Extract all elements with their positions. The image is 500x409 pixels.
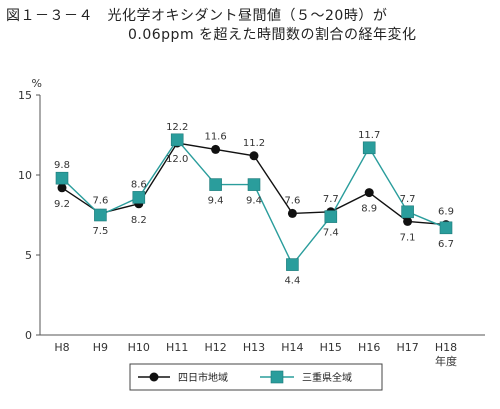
data-label: 7.7 <box>400 194 416 205</box>
y-tick-label: 10 <box>18 169 32 182</box>
legend-label-1: 四日市地域 <box>178 371 228 384</box>
data-point-circle <box>364 188 374 198</box>
data-point-square <box>209 178 222 191</box>
data-label: 7.6 <box>92 195 108 206</box>
y-tick-label: 0 <box>25 329 32 342</box>
data-label: 8.6 <box>131 179 147 190</box>
data-point-square <box>439 221 453 235</box>
legend-label-2: 三重県全域 <box>302 371 352 384</box>
data-label: 12.2 <box>166 122 188 133</box>
legend-marker-circle <box>149 372 159 382</box>
data-point-square <box>132 191 146 204</box>
data-label: 9.4 <box>208 196 224 207</box>
data-point-circle <box>57 183 67 193</box>
data-label: 7.1 <box>400 232 416 243</box>
data-point-square <box>55 171 69 185</box>
data-label: 7.5 <box>92 226 108 237</box>
data-point-circle <box>211 144 221 154</box>
data-point-circle <box>403 216 413 226</box>
x-tick-label: H13 <box>243 341 265 354</box>
data-point-square <box>94 208 107 222</box>
chart-title-line-2: 0.06ppm を超えた時間数の割合の経年変化 <box>128 27 417 43</box>
data-label: 7.6 <box>284 195 300 206</box>
x-tick-label: H15 <box>320 341 342 354</box>
legend-marker-square <box>270 370 284 384</box>
data-label: 6.7 <box>438 239 454 250</box>
y-tick-label: 5 <box>25 249 32 262</box>
data-point-circle <box>249 151 259 161</box>
data-label: 11.2 <box>243 138 265 149</box>
x-tick-label: H10 <box>128 341 150 354</box>
data-point-square <box>170 133 184 147</box>
data-label: 11.7 <box>358 130 380 141</box>
chart-title-line-1: 図１－３－４ 光化学オキシダント昼間値（５～20時）が <box>6 8 388 24</box>
y-axis-unit: % <box>32 77 42 90</box>
x-tick-label: H17 <box>396 341 418 354</box>
x-tick-label: H18 <box>435 341 457 354</box>
data-label: 9.8 <box>54 160 70 171</box>
data-label: 7.4 <box>323 228 339 239</box>
data-point-square <box>247 178 261 191</box>
data-label: 8.2 <box>131 215 147 226</box>
data-point-square <box>286 258 299 271</box>
data-label: 7.7 <box>323 194 339 205</box>
data-point-square <box>324 210 338 223</box>
data-point-square <box>401 205 414 219</box>
legend-box <box>129 363 383 391</box>
data-label: 12.0 <box>166 154 188 165</box>
x-axis-unit: 年度 <box>435 354 457 368</box>
data-label: 9.2 <box>54 199 70 210</box>
data-label: 9.4 <box>246 196 262 207</box>
y-tick-label: 15 <box>18 89 32 102</box>
data-label: 11.6 <box>204 131 226 142</box>
data-point-square <box>362 141 376 155</box>
x-tick-label: H8 <box>54 341 69 354</box>
data-label: 4.4 <box>284 276 300 287</box>
x-tick-label: H16 <box>358 341 380 354</box>
x-tick-label: H14 <box>281 341 303 354</box>
data-label: 8.9 <box>361 204 377 215</box>
x-tick-label: H12 <box>204 341 226 354</box>
data-label: 6.9 <box>438 207 454 218</box>
x-tick-label: H9 <box>93 341 108 354</box>
x-tick-label: H11 <box>166 341 188 354</box>
data-point-circle <box>287 208 297 218</box>
